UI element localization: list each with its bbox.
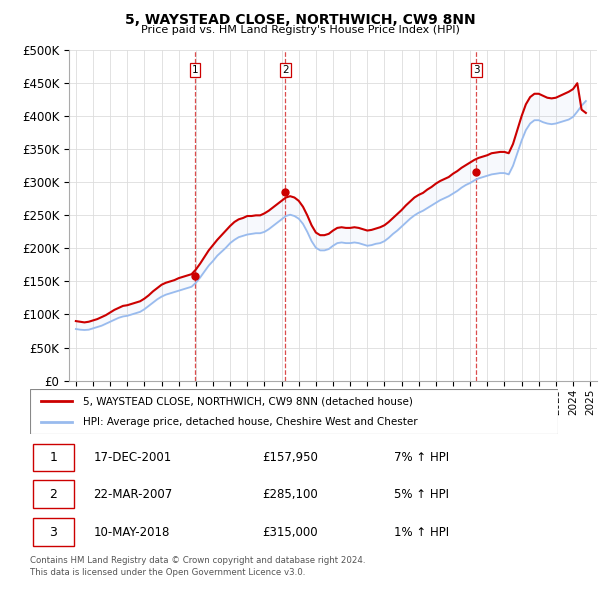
Text: 17-DEC-2001: 17-DEC-2001 <box>94 451 172 464</box>
Text: 1% ↑ HPI: 1% ↑ HPI <box>394 526 449 539</box>
Text: £315,000: £315,000 <box>262 526 317 539</box>
Text: HPI: Average price, detached house, Cheshire West and Chester: HPI: Average price, detached house, Ches… <box>83 417 418 427</box>
Text: 1: 1 <box>50 451 58 464</box>
Text: 3: 3 <box>50 526 58 539</box>
Text: 2: 2 <box>50 487 58 501</box>
Text: 1: 1 <box>192 65 199 75</box>
Text: This data is licensed under the Open Government Licence v3.0.: This data is licensed under the Open Gov… <box>30 568 305 576</box>
Text: £157,950: £157,950 <box>262 451 318 464</box>
Bar <box>33 444 74 471</box>
Bar <box>33 480 74 508</box>
Text: 5, WAYSTEAD CLOSE, NORTHWICH, CW9 8NN: 5, WAYSTEAD CLOSE, NORTHWICH, CW9 8NN <box>125 13 475 27</box>
Text: 2: 2 <box>282 65 289 75</box>
Text: 5% ↑ HPI: 5% ↑ HPI <box>394 487 449 501</box>
Text: Price paid vs. HM Land Registry's House Price Index (HPI): Price paid vs. HM Land Registry's House … <box>140 25 460 35</box>
Bar <box>33 518 74 546</box>
Text: Contains HM Land Registry data © Crown copyright and database right 2024.: Contains HM Land Registry data © Crown c… <box>30 556 365 565</box>
Text: 3: 3 <box>473 65 479 75</box>
Text: £285,100: £285,100 <box>262 487 317 501</box>
Text: 10-MAY-2018: 10-MAY-2018 <box>94 526 170 539</box>
Text: 5, WAYSTEAD CLOSE, NORTHWICH, CW9 8NN (detached house): 5, WAYSTEAD CLOSE, NORTHWICH, CW9 8NN (d… <box>83 396 413 407</box>
Text: 22-MAR-2007: 22-MAR-2007 <box>94 487 173 501</box>
Text: 7% ↑ HPI: 7% ↑ HPI <box>394 451 449 464</box>
